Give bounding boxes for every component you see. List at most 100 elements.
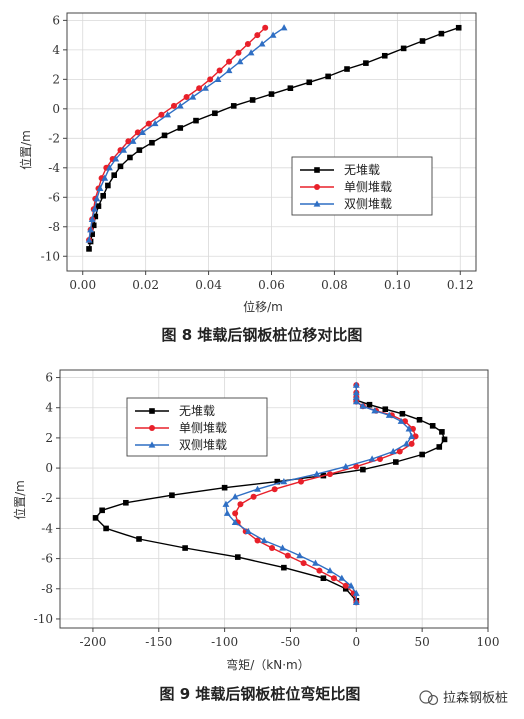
data-point: [312, 559, 319, 566]
data-point: [90, 222, 97, 229]
y-tick-label: 0: [52, 102, 60, 116]
data-point: [381, 52, 388, 59]
data-point: [86, 246, 92, 252]
data-point: [145, 120, 152, 127]
x-tick-label: 0.12: [447, 278, 474, 292]
data-point: [382, 406, 389, 413]
data-point: [254, 537, 261, 544]
legend-label: 单侧堆载: [179, 421, 227, 435]
chart2-plot-frame: [59, 369, 489, 629]
data-point: [377, 456, 384, 463]
y-tick-label: 6: [52, 13, 60, 27]
data-point: [189, 93, 197, 100]
data-point: [316, 567, 323, 574]
series-0: [92, 397, 448, 604]
data-point: [280, 24, 288, 31]
data-point: [244, 527, 252, 535]
legend-swatch-marker: [148, 441, 156, 448]
data-point: [216, 67, 223, 74]
data-point: [247, 49, 255, 56]
series-0: [86, 24, 462, 252]
data-point: [112, 155, 120, 162]
data-point: [429, 423, 436, 429]
chart2-series: [92, 381, 448, 606]
data-point: [202, 84, 209, 91]
data-point: [99, 507, 105, 514]
data-point: [123, 499, 129, 506]
data-point: [249, 97, 256, 103]
data-point: [230, 103, 237, 109]
data-point: [176, 102, 184, 109]
data-point: [397, 417, 405, 424]
data-point: [212, 110, 218, 117]
data-point: [371, 407, 379, 414]
legend-label: 无堆载: [344, 163, 380, 177]
moment-chart: -200 -150 -100 -50 0 50 100 6 4 2 0 -2 -4 -6 -8 -10 弯矩…: [12, 369, 499, 703]
data-point: [396, 448, 403, 455]
data-point: [151, 119, 159, 127]
y-tick-label: 2: [52, 72, 60, 86]
y-tick-label: -10: [41, 249, 60, 263]
chart1-y-axis-label: 位置/m: [18, 130, 33, 170]
data-point: [300, 560, 307, 567]
data-point: [359, 402, 367, 409]
data-point: [223, 509, 231, 516]
data-point: [111, 172, 117, 178]
x-tick-label: 0.08: [321, 278, 348, 292]
legend-swatch-marker: [149, 408, 155, 414]
chart2-x-ticks: -200 -150 -100 -50 0 50 100: [79, 628, 499, 649]
wechat-logo-icon-inner: [427, 694, 439, 706]
data-point: [419, 38, 426, 44]
chart1-x-ticks: 0.00 0.02 0.04 0.06 0.08 0.10 0.12: [69, 271, 474, 292]
data-point: [344, 66, 350, 72]
data-point: [353, 463, 360, 470]
data-point: [400, 45, 407, 52]
legend-label: 单侧堆载: [344, 180, 392, 194]
data-point: [182, 545, 188, 551]
data-point: [158, 111, 165, 118]
chart2-grid: [60, 370, 489, 628]
data-point: [408, 432, 416, 439]
data-point: [368, 455, 376, 462]
x-tick-label: 0.10: [384, 278, 411, 292]
chart1-caption: 图 8 堆载后钢板桩位移对比图: [162, 326, 363, 344]
series-line: [88, 27, 285, 241]
data-point: [297, 478, 304, 485]
x-tick-label: -100: [211, 635, 238, 649]
data-point: [436, 444, 443, 450]
data-point: [313, 470, 321, 477]
data-point: [385, 411, 393, 418]
chart2-caption: 图 9 堆载后钢板桩位弯矩比图: [160, 685, 361, 703]
x-tick-label: 0: [352, 635, 360, 649]
x-tick-label: -50: [281, 635, 300, 649]
data-point: [250, 493, 257, 500]
data-point: [269, 31, 277, 38]
data-point: [149, 139, 155, 146]
data-point: [352, 589, 360, 596]
y-tick-label: 0: [45, 461, 53, 475]
x-tick-label: -200: [79, 635, 106, 649]
wechat-logo-icon: [419, 690, 433, 704]
x-tick-label: -150: [145, 635, 172, 649]
data-point: [125, 138, 132, 145]
data-point: [366, 401, 373, 408]
data-point: [117, 163, 124, 170]
y-tick-label: -2: [41, 491, 53, 505]
x-tick-label: 0.06: [258, 278, 285, 292]
data-point: [326, 567, 334, 574]
data-point: [439, 429, 445, 435]
data-point: [441, 436, 448, 443]
legend-swatch-marker: [313, 200, 321, 207]
data-point: [231, 518, 239, 525]
data-point: [269, 545, 276, 552]
y-tick-label: -8: [48, 220, 60, 234]
data-point: [91, 205, 99, 212]
series-2: [222, 381, 416, 605]
data-point: [226, 58, 233, 65]
data-point: [244, 40, 251, 47]
data-point: [120, 146, 128, 153]
data-point: [326, 471, 333, 478]
x-tick-label: 0.04: [195, 278, 222, 292]
data-point: [279, 544, 286, 551]
